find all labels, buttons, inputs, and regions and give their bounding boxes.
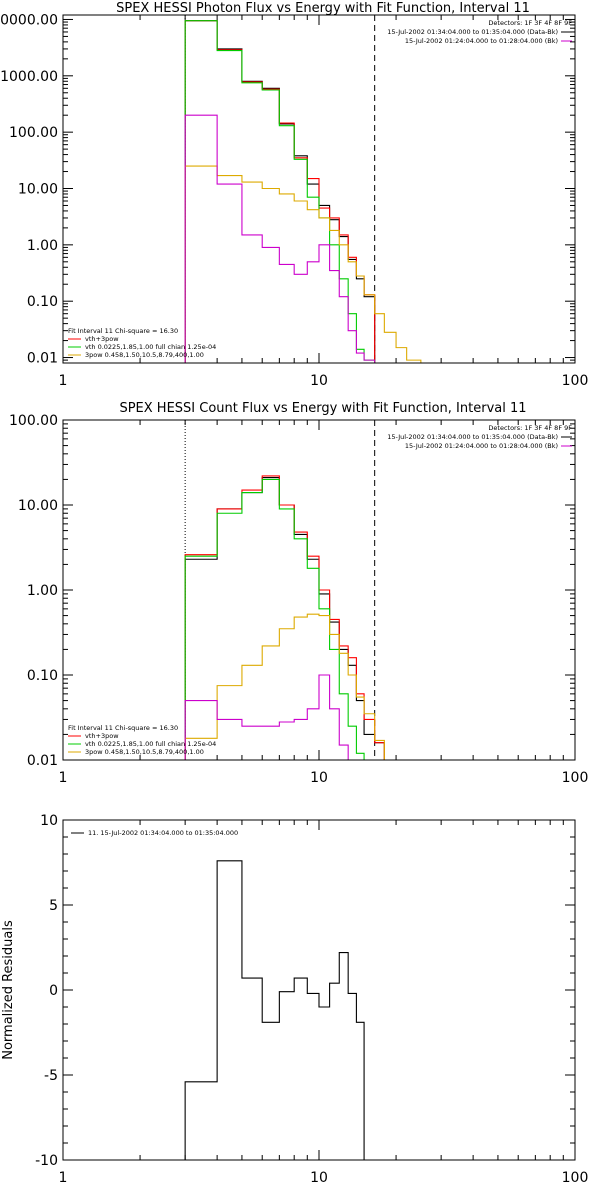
y-tick-label: 10.00 bbox=[18, 498, 58, 514]
y-tick-label: 5 bbox=[49, 898, 58, 914]
x-tick-label: 1 bbox=[59, 373, 68, 389]
legend-fit-interval: Fit Interval 11 Chi-square = 16.30 bbox=[68, 327, 178, 335]
series-1-histogram bbox=[184, 20, 376, 363]
x-tick-label: 10 bbox=[310, 770, 328, 786]
y-tick-label: 10.00 bbox=[18, 182, 58, 198]
series-0-histogram bbox=[184, 860, 365, 1160]
y-tick-label: 0.10 bbox=[27, 294, 58, 310]
series-3-histogram bbox=[184, 165, 422, 363]
legend-fit-label: vth+3pow bbox=[85, 335, 119, 343]
series-2-histogram bbox=[184, 20, 376, 363]
plot-frame bbox=[62, 14, 576, 364]
y-tick-label: -5 bbox=[44, 1068, 58, 1084]
series-4-histogram bbox=[184, 114, 376, 363]
y-tick-label: 0.10 bbox=[27, 668, 58, 684]
legend-data-interval: 15-Jul-2002 01:34:04.000 to 01:35:04.000… bbox=[387, 28, 558, 36]
y-tick-label: 0.01 bbox=[27, 753, 58, 769]
y-tick-label: 1000.00 bbox=[0, 69, 58, 85]
legend-fit-label: 3pow 0.458,1.50,10.5,8.79,400,1.00 bbox=[85, 748, 204, 756]
series-0-histogram bbox=[184, 20, 376, 363]
legend-fit-interval: Fit Interval 11 Chi-square = 16.30 bbox=[68, 724, 178, 732]
x-tick-label: 10 bbox=[310, 1170, 328, 1186]
x-tick-label: 1 bbox=[59, 1170, 68, 1186]
x-tick-label: 100 bbox=[562, 1170, 589, 1186]
legend-fit-label: vth 0.0225,1.85,1.00 full chian 1.25e-04 bbox=[85, 343, 216, 351]
y-tick-label: 0.01 bbox=[27, 351, 58, 367]
legend-fit-label: vth+3pow bbox=[85, 732, 119, 740]
plot-frame bbox=[62, 419, 576, 761]
y-tick-label: 1.00 bbox=[27, 583, 58, 599]
legend-bk-interval: 15-Jul-2002 01:24:04.000 to 01:28:04.000… bbox=[405, 442, 558, 450]
series-1-histogram bbox=[184, 475, 385, 760]
legend-residual-label: 11. 15-Jul-2002 01:34:04.000 to 01:35:04… bbox=[88, 829, 238, 837]
legend-bk-interval: 15-Jul-2002 01:24:04.000 to 01:28:04.000… bbox=[405, 37, 558, 45]
chart-title: SPEX HESSI Count Flux vs Energy with Fit… bbox=[119, 401, 526, 416]
series-2-histogram bbox=[184, 478, 365, 760]
legend-detectors: Detectors: 1F 3F 4F 8F 9F bbox=[488, 19, 572, 27]
y-tick-label: 100.00 bbox=[9, 125, 58, 141]
y-tick-label: 0 bbox=[49, 983, 58, 999]
plot-frame bbox=[62, 819, 576, 1161]
series-3-histogram bbox=[184, 613, 385, 760]
legend-fit-label: 3pow 0.458,1.50,10.5,8.79,400,1.00 bbox=[85, 351, 204, 359]
legend-detectors: Detectors: 1F 3F 4F 8F 9F bbox=[488, 424, 572, 432]
x-tick-label: 100 bbox=[562, 373, 589, 389]
x-tick-label: 1 bbox=[59, 770, 68, 786]
chart-title: SPEX HESSI Photon Flux vs Energy with Fi… bbox=[116, 1, 530, 16]
y-tick-label: 10 bbox=[40, 813, 58, 829]
y-tick-label: -10 bbox=[35, 1153, 58, 1169]
legend-fit-label: vth 0.0225,1.85,1.00 full chian 1.25e-04 bbox=[85, 740, 216, 748]
y-tick-label: 1.00 bbox=[27, 238, 58, 254]
y-tick-label: 100.00 bbox=[9, 413, 58, 429]
legend-data-interval: 15-Jul-2002 01:34:04.000 to 01:35:04.000… bbox=[387, 433, 558, 441]
x-tick-label: 10 bbox=[310, 373, 328, 389]
series-4-histogram bbox=[184, 674, 357, 760]
x-tick-label: 100 bbox=[562, 770, 589, 786]
series-0-histogram bbox=[184, 477, 385, 760]
y-axis-label: Normalized Residuals bbox=[1, 920, 16, 1060]
